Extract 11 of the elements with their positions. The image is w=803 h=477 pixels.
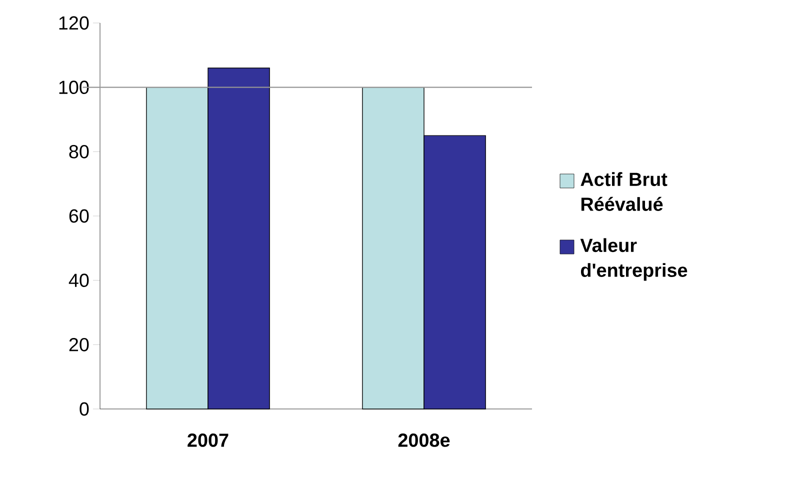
x-tick-label: 2008e bbox=[398, 434, 450, 447]
y-tick-label: 60 bbox=[69, 209, 89, 223]
y-tick-label: 120 bbox=[59, 16, 89, 30]
y-tick-label: 100 bbox=[59, 80, 89, 94]
legend-label: Valeur d'entreprise bbox=[580, 238, 688, 281]
legend-label: Actif Brut Réévalué bbox=[580, 172, 668, 211]
y-tick-label: 40 bbox=[68, 274, 89, 288]
y-tick-label: 20 bbox=[69, 338, 89, 352]
y-tick-label: 0 bbox=[80, 402, 89, 416]
x-tick-label: 2007 bbox=[188, 434, 228, 447]
y-tick-label: 80 bbox=[69, 144, 89, 158]
